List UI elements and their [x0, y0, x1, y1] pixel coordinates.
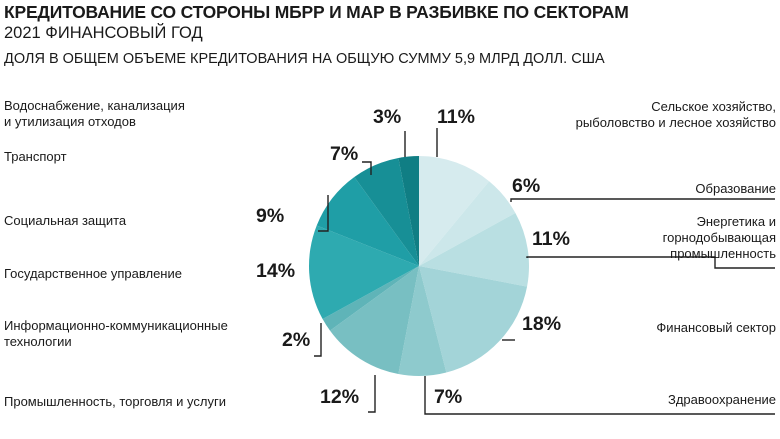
value-water: 3% [373, 106, 402, 128]
value-agriculture: 11% [437, 106, 475, 128]
label-finance: Финансовый сектор [656, 320, 776, 335]
label-ict: Информационно-коммуникационные технологии [4, 318, 228, 349]
pie-slice-education [419, 181, 516, 266]
label-social: Социальная защита [4, 213, 127, 228]
pie-slice-industry [330, 266, 419, 375]
value-finance: 18% [522, 313, 562, 335]
label-transport: Транспорт [4, 149, 67, 164]
leader-line-industry [368, 375, 376, 413]
label-education: Образование [695, 181, 776, 196]
pie-slice-energy [419, 213, 529, 287]
value-transport: 7% [330, 143, 359, 165]
pie-slice-social [316, 177, 419, 266]
pie-slice-transport [354, 157, 419, 266]
pie-slice-agriculture [419, 156, 490, 266]
label-agriculture: Сельское хозяйство, рыболовство и лесное … [575, 99, 776, 130]
leader-line-social [318, 195, 329, 232]
value-health: 7% [434, 386, 463, 408]
label-governance: Государственное управление [4, 266, 182, 281]
label-health: Здравоохранение [667, 392, 776, 407]
label-industry: Промышленность, торговля и услуги [4, 394, 226, 409]
value-ict: 2% [282, 329, 311, 351]
value-social: 9% [256, 205, 285, 227]
pie-slice-finance [419, 266, 528, 373]
pie-slice-governance [309, 225, 419, 319]
leader-line-education [510, 198, 775, 202]
leader-line-ict [314, 323, 322, 357]
chart-year: 2021 ФИНАНСОВЫЙ ГОД [4, 24, 203, 42]
chart-title: КРЕДИТОВАНИЕ СО СТОРОНЫ МБРР И МАР В РАЗ… [4, 2, 629, 22]
value-education: 6% [512, 175, 541, 197]
value-energy: 11% [532, 228, 570, 250]
pie-slice-water [398, 156, 419, 266]
label-energy: Энергетика и горнодобывающая промышленност… [662, 214, 776, 261]
leader-line-health [424, 376, 775, 415]
leader-line-transport [362, 161, 372, 175]
label-water: Водоснабжение, канализация и утилизация о… [4, 98, 185, 129]
chart-subtitle: ДОЛЯ В ОБЩЕМ ОБЪЕМЕ КРЕДИТОВАНИЯ НА ОБЩУ… [4, 51, 605, 67]
value-governance: 14% [256, 260, 296, 282]
pie-slice-ict [322, 266, 419, 331]
leader-line-energy [526, 256, 775, 269]
pie-slice-health [398, 266, 447, 377]
value-industry: 12% [320, 386, 360, 408]
